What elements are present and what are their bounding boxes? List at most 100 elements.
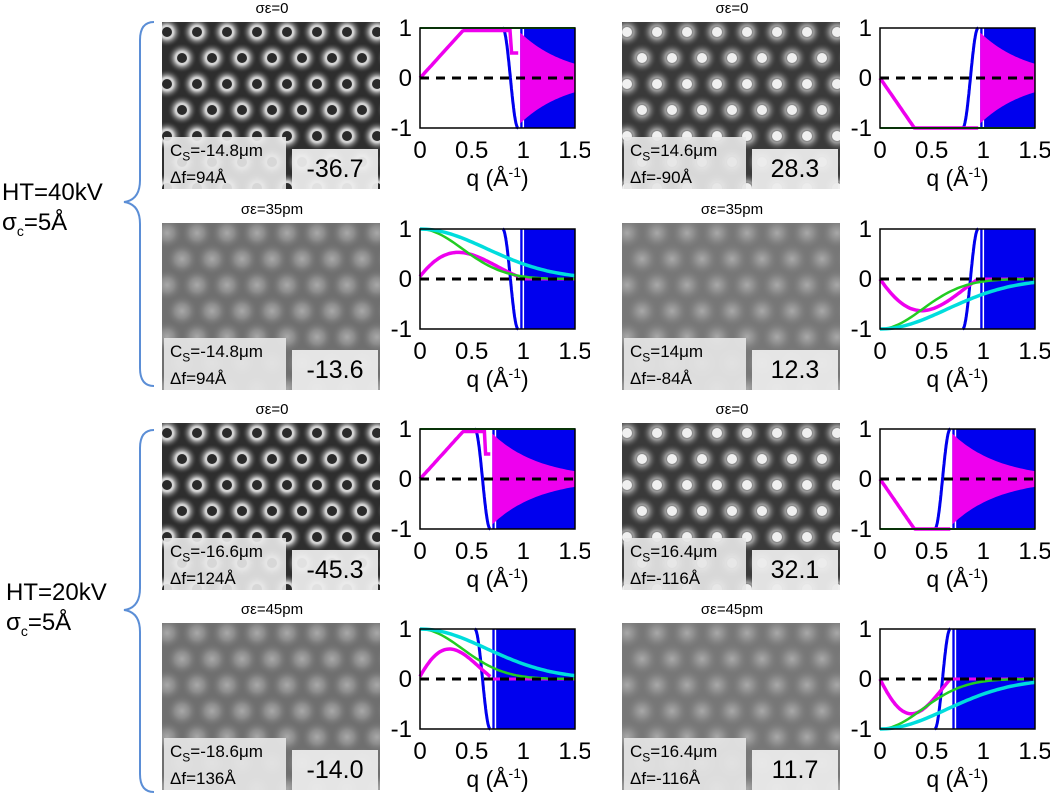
series-magenta: [878, 77, 979, 130]
x-axis-label: q (Å-1): [926, 765, 988, 792]
simulated-image: CS=-18.6μm Δf=136Å -14.0: [162, 623, 380, 790]
x-axis-label: q (Å-1): [466, 765, 528, 792]
x-tick-label: 0: [873, 137, 886, 164]
defocus-value: Δf=136Å: [170, 769, 236, 789]
cs-value: CS=16.4μm: [630, 542, 718, 565]
y-tick-label: -1: [851, 316, 872, 343]
aberration-box: CS=16.4μm Δf=-116Å: [624, 538, 746, 590]
sigma-c-label: σc=5Å: [6, 609, 72, 639]
aberration-box: CS=14μm Δf=-84Å: [624, 338, 746, 390]
defocus-value: Δf=-116Å: [630, 769, 701, 789]
panel-2: σε=0 CS=14.6μm Δf=-90Å 28.3 1 0 -1 0 0.5 1 1.5 q (Å…: [622, 0, 1052, 196]
aberration-box: CS=-16.6μm Δf=124Å: [164, 538, 286, 590]
defocus-value: Δf=-116Å: [630, 569, 701, 589]
y-tick-label: 0: [399, 466, 412, 493]
y-tick-label: -1: [391, 115, 412, 142]
ctf-plot: 10-10 0.5 1 1.5q (Å-1): [851, 416, 1050, 592]
x-tick-label: 1: [517, 338, 530, 365]
y-tick-label: 1: [859, 216, 872, 243]
y-tick-label: -1: [851, 516, 872, 543]
group-label-40kv: HT=40kV σc=5Å: [2, 178, 103, 246]
simulated-image: CS=16.4μm Δf=-116Å 11.7: [622, 623, 840, 790]
x-axis-label: q (Å-1): [926, 565, 988, 592]
x-tick-label: 1.5: [558, 738, 590, 765]
y-tick-label: 1: [859, 616, 872, 643]
x-axis-label: q (Å-1): [926, 164, 988, 191]
y-tick-label: 1: [399, 616, 412, 643]
x-tick-label: 1.5: [1018, 137, 1050, 164]
brace-40kv: [123, 21, 155, 387]
sigma-epsilon-title: σε=45pm: [700, 601, 764, 618]
sigma-epsilon-title: σε=0: [255, 401, 289, 418]
defocus-value: Δf=94Å: [170, 168, 227, 188]
simulated-image: CS=14.6μm Δf=-90Å 28.3: [622, 22, 840, 189]
x-tick-label: 0.5: [455, 738, 488, 765]
ht-label: HT=40kV: [2, 179, 103, 206]
x-tick-label: 0.5: [915, 338, 948, 365]
x-tick-label: 0: [413, 738, 426, 765]
y-tick-label: -1: [851, 716, 872, 743]
ctf-plot: 10-10 0.5 1 1.5q (Å-1): [391, 416, 590, 592]
simulated-image: CS=-14.8μm Δf=94Å -36.7: [162, 22, 380, 189]
x-tick-label: 0.5: [915, 538, 948, 565]
cs-value: CS=-14.8μm: [170, 141, 263, 164]
series-ctf-blue: [934, 427, 952, 531]
contrast-value: -13.6: [292, 350, 378, 390]
x-axis-label: q (Å-1): [466, 365, 528, 392]
ctf-plot: 10-10 0.5 1 1.5q (Å-1): [851, 616, 1050, 792]
x-tick-label: 0: [413, 137, 426, 164]
x-tick-label: 0: [873, 338, 886, 365]
cs-value: CS=-14.8μm: [170, 342, 263, 365]
x-tick-label: 0: [413, 538, 426, 565]
contrast-value: -45.3: [292, 550, 378, 590]
sigma-epsilon-title: σε=0: [255, 0, 289, 17]
y-tick-label: -1: [391, 516, 412, 543]
contrast-value: 11.7: [752, 750, 838, 790]
x-tick-label: 1: [517, 738, 530, 765]
contrast-value: -14.0: [292, 750, 378, 790]
cs-value: CS=-18.6μm: [170, 742, 263, 765]
contrast-value: 28.3: [752, 149, 838, 189]
series-cyan: [879, 280, 1036, 331]
series-magenta: [418, 28, 519, 80]
series-magenta: [878, 277, 980, 313]
x-axis-label: q (Å-1): [466, 565, 528, 592]
ctf-plot: 10-10 0.5 1 1.5q (Å-1): [851, 15, 1050, 191]
series-ctf-blue: [501, 227, 519, 331]
panel-5: σε=0 CS=-16.6μm Δf=124Å -45.3 1 0 -1 0 0.5 1 1.5 q …: [162, 401, 592, 597]
y-tick-label: 0: [399, 266, 412, 293]
series-ctf-blue: [501, 26, 519, 130]
defocus-value: Δf=94Å: [170, 369, 227, 389]
contrast-value: 12.3: [752, 350, 838, 390]
y-tick-label: -1: [391, 716, 412, 743]
series-magenta: [418, 429, 491, 481]
sigma-epsilon-title: σε=35pm: [700, 201, 764, 218]
x-tick-label: 1.5: [558, 338, 590, 365]
y-tick-label: 1: [859, 15, 872, 42]
group-label-20kv: HT=20kV σc=5Å: [6, 578, 107, 646]
sigma-epsilon-title: σε=0: [715, 401, 749, 418]
y-tick-label: -1: [851, 115, 872, 142]
panel-8: σε=45pm CS=16.4μm Δf=-116Å 11.7 1 0 -1 0 0.5 1 1.5…: [622, 601, 1052, 797]
series-magenta-envelope: [520, 32, 575, 124]
simulated-image: CS=-16.6μm Δf=124Å -45.3: [162, 423, 380, 590]
series-cyan: [419, 227, 576, 278]
x-tick-label: 1.5: [558, 137, 590, 164]
y-tick-label: 0: [859, 65, 872, 92]
ctf-plot: 10-10 0.5 1 1.5q (Å-1): [391, 15, 590, 191]
panel-7: σε=45pm CS=-18.6μm Δf=136Å -14.0 1 0 -1 0 0.5 1 1.…: [162, 601, 592, 797]
series-ctf-blue: [961, 227, 979, 331]
ctf-plot: 10-10 0.5 1 1.5q (Å-1): [391, 216, 590, 392]
defocus-value: Δf=-90Å: [630, 168, 692, 188]
series-ctf-blue: [934, 627, 952, 731]
y-tick-label: 1: [399, 15, 412, 42]
x-tick-label: 1.5: [1018, 338, 1050, 365]
simulated-image: CS=-14.8μm Δf=94Å -13.6: [162, 223, 380, 390]
ctf-plot: 10-10 0.5 1 1.5q (Å-1): [851, 216, 1050, 392]
x-tick-label: 0: [873, 738, 886, 765]
simulated-image: CS=16.4μm Δf=-116Å 32.1: [622, 423, 840, 590]
y-tick-label: 1: [859, 416, 872, 443]
x-tick-label: 1.5: [1018, 538, 1050, 565]
x-tick-label: 1: [517, 538, 530, 565]
aberration-box: CS=16.4μm Δf=-116Å: [624, 738, 746, 790]
